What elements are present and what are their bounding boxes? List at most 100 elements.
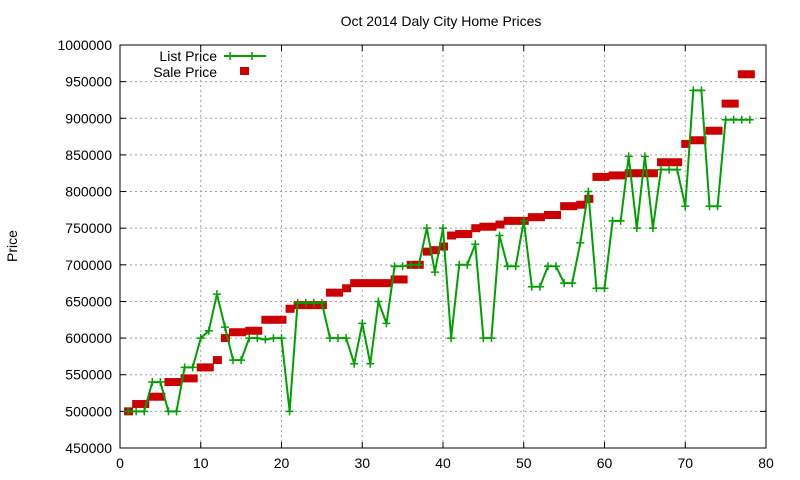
list-price-point [463, 260, 472, 269]
sale-price-point [132, 400, 142, 409]
list-price-point [366, 359, 375, 368]
list-price-point [293, 298, 302, 307]
y-tick-label: 800000 [65, 184, 112, 200]
list-price-point [220, 323, 229, 332]
sale-price-point [560, 202, 570, 211]
sale-price-point [447, 231, 457, 240]
sale-price-point [552, 210, 562, 219]
sale-price-point [527, 213, 537, 222]
list-price-point [527, 282, 536, 291]
sale-price-point [374, 279, 384, 288]
sale-price-point [535, 213, 545, 222]
sale-price-point [398, 275, 408, 284]
sale-price-point [697, 136, 707, 145]
sale-price-point [237, 328, 247, 337]
list-price-point [132, 407, 141, 416]
list-price-point [487, 334, 496, 343]
list-price-point [705, 202, 714, 211]
x-tick-label: 60 [597, 455, 613, 471]
sale-price-point [164, 378, 174, 387]
list-price-point [640, 152, 649, 161]
y-tick-label: 750000 [65, 220, 112, 236]
sale-price-point [148, 392, 158, 401]
list-price-point [156, 378, 165, 387]
list-price-point [180, 363, 189, 372]
legend: List Price Sale Price [153, 48, 266, 80]
sale-price-point [350, 279, 360, 288]
y-tick-label: 1000000 [57, 37, 112, 53]
sale-price-point [511, 216, 521, 225]
sale-price-point [188, 374, 198, 383]
list-price-point [503, 262, 512, 271]
list-price-point [624, 152, 633, 161]
sale-price-point [422, 247, 432, 256]
sale-price-point [568, 202, 578, 211]
x-tick-label: 0 [116, 455, 124, 471]
sale-price-point [689, 136, 699, 145]
sale-price-point [277, 315, 287, 324]
sale-price-point [430, 246, 440, 255]
list-price-point [301, 298, 310, 307]
sale-price-point [334, 288, 344, 297]
x-tick-label: 70 [677, 455, 693, 471]
y-tick-label: 650000 [65, 293, 112, 309]
list-price-point [140, 407, 149, 416]
sale-price-point [600, 172, 610, 181]
list-price-point [422, 224, 431, 233]
sale-price-point [156, 392, 166, 401]
legend-label-list-price: List Price [159, 48, 217, 64]
list-price-point [455, 260, 464, 269]
plot-series [124, 70, 755, 416]
list-price-point [342, 334, 351, 343]
legend-marker-list-price [226, 52, 234, 60]
list-price-point [479, 334, 488, 343]
legend-swatch-sale-price [240, 67, 249, 75]
sale-price-point [366, 279, 376, 288]
list-price-point [334, 334, 343, 343]
sale-price-point [325, 288, 335, 297]
chart-title: Oct 2014 Daly City Home Prices [341, 13, 542, 29]
list-price-point [164, 407, 173, 416]
y-tick-label: 900000 [65, 110, 112, 126]
sale-price-point [665, 158, 675, 167]
list-price-point [568, 279, 577, 288]
sale-price-point [455, 230, 465, 239]
list-price-point [277, 334, 286, 343]
list-price-point [204, 326, 213, 335]
list-price-point [552, 262, 561, 271]
list-price-point [390, 262, 399, 271]
list-price-line [128, 89, 750, 413]
sale-price-point [285, 304, 295, 313]
list-price-point [600, 284, 609, 293]
y-tick-label: 500000 [65, 403, 112, 419]
sale-price-point [212, 356, 222, 365]
list-price-point [689, 86, 698, 95]
sale-price-point [729, 99, 739, 108]
list-price-point [358, 319, 367, 328]
list-price-point [584, 187, 593, 196]
sale-price-point [640, 169, 650, 178]
list-price-point [697, 86, 706, 95]
sale-price-point [495, 220, 505, 229]
list-price-point [745, 115, 754, 124]
list-price-point [325, 334, 334, 343]
list-price-point [172, 407, 181, 416]
list-price-point [350, 359, 359, 368]
list-price-point [616, 216, 625, 225]
list-price-point [269, 334, 278, 343]
list-price-point [657, 165, 666, 174]
list-price-point [196, 334, 205, 343]
list-price-point [608, 216, 617, 225]
list-price-point [374, 297, 383, 306]
list-price-point [681, 202, 690, 211]
sale-price-point [673, 158, 683, 167]
list-price-point [592, 284, 601, 293]
sale-price-point [705, 126, 715, 135]
sale-price-point [269, 315, 279, 324]
sale-price-point [503, 216, 513, 225]
x-tick-label: 50 [516, 455, 532, 471]
list-price-point [148, 378, 157, 387]
sale-price-point [204, 363, 214, 372]
list-price-point [648, 224, 657, 233]
